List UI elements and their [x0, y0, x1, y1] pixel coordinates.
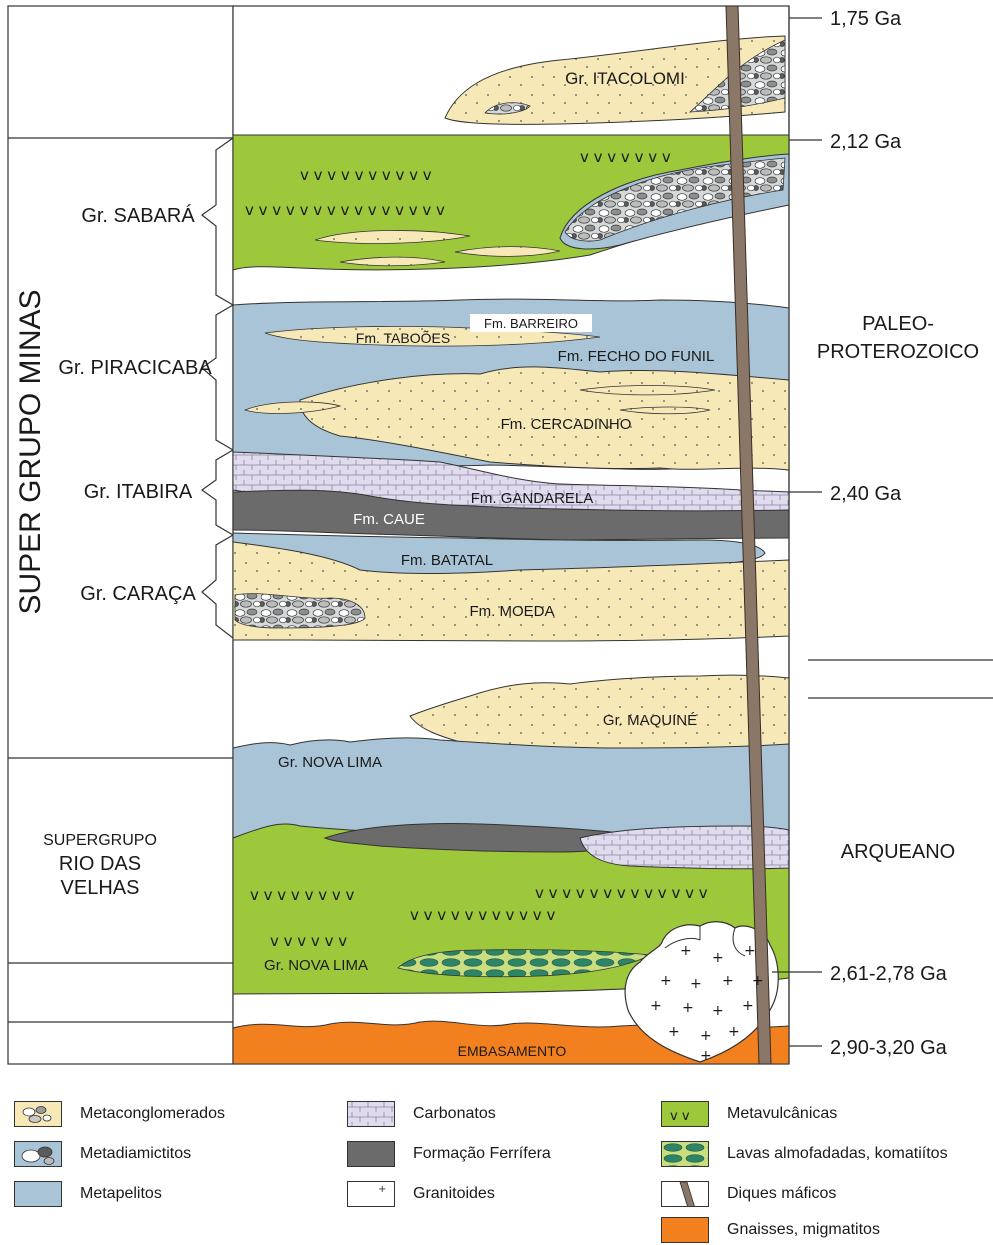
svg-text:v v: v v [670, 1109, 690, 1124]
svg-text:+: + [650, 998, 662, 1014]
svg-text:+: + [744, 943, 756, 959]
svg-text:+: + [700, 1028, 712, 1044]
legend-item-lavas: Lavas almofadadas, komatiítos [661, 1139, 948, 1169]
label-caue: Fm. CAUE [353, 511, 425, 528]
metapelite-swatch-icon [14, 1181, 62, 1207]
legend-label-lavas: Lavas almofadadas, komatiítos [727, 1145, 948, 1163]
legend-label-metadiamictitos: Metadiamictitos [80, 1145, 191, 1163]
label-nova-lima-upper: Gr. NOVA LIMA [278, 754, 382, 771]
legend-label-gnaisses: Gnaisses, migmatitos [727, 1221, 880, 1239]
svg-text:v v v v v v v v v v v v v: v v v v v v v v v v v v v [535, 884, 708, 902]
svg-text:+: + [378, 1184, 386, 1195]
group-sabara-label: Gr. SABARÁ [81, 204, 195, 227]
legend-label-diques: Diques máficos [727, 1185, 836, 1203]
group-itabira-label: Gr. ITABIRA [84, 481, 193, 503]
label-fecho-do-funil: Fm. FECHO DO FUNIL [558, 348, 715, 365]
label-barreiro: Fm. BARREIRO [484, 316, 578, 331]
label-maquine: Gr. MAQUINÉ [603, 712, 697, 729]
era-paleo-line2: PROTEROZOICO [817, 341, 979, 363]
legend-item-granitoides: + Granitoides [347, 1179, 495, 1209]
nova-lima-metapelites [233, 738, 789, 838]
svg-text:v v v v v v v v v v: v v v v v v v v v v [300, 166, 432, 184]
conglomerate-swatch-icon [14, 1101, 62, 1127]
supergroup-minas-label: SUPER GRUPO MINAS [14, 289, 47, 614]
label-taboes: Fm. TABOÕES [356, 330, 450, 346]
group-caraca-label: Gr. CARAÇA [80, 583, 196, 605]
svg-text:+: + [690, 976, 702, 992]
gneiss-swatch-icon [661, 1217, 709, 1243]
era-paleo-line1: PALEO- [862, 313, 934, 335]
diamictite-swatch-icon [14, 1141, 62, 1167]
legend-item-gnaisses: Gnaisses, migmatitos [661, 1215, 880, 1245]
svg-text:+: + [752, 973, 764, 989]
svg-text:+: + [668, 1024, 680, 1040]
svg-text:v v v v v v v v v v v v v v v: v v v v v v v v v v v v v v v [245, 201, 445, 219]
legend-item-metapelitos: Metapelitos [14, 1179, 162, 1209]
label-cercadinho: Fm. CERCADINHO [501, 416, 632, 433]
age-2-40: 2,40 Ga [830, 483, 902, 505]
metavolcanic-swatch-icon: v v [661, 1101, 709, 1127]
svg-text:v v v v v v: v v v v v v [270, 932, 347, 950]
svg-text:+: + [682, 1000, 694, 1016]
legend-label-metavulcanicas: Metavulcânicas [727, 1105, 837, 1123]
label-itacolomi: Gr. ITACOLOMI [565, 69, 685, 88]
stratigraphic-column-diagram: SUPER GRUPO MINAS Gr. SABARÁ Gr. PIRACIC… [0, 0, 993, 1075]
legend-item-metaconglomerados: Metaconglomerados [14, 1099, 225, 1129]
svg-text:v v v v v v v v v v v: v v v v v v v v v v v [410, 906, 555, 924]
rio-das-velhas-line2: RIO DAS [59, 853, 141, 875]
label-gandarela: Fm. GANDARELA [471, 490, 594, 507]
legend-item-formacao-ferrifera: Formação Ferrífera [347, 1139, 551, 1169]
age-1-75: 1,75 Ga [830, 8, 902, 30]
age-2-90-3-20: 2,90-3,20 Ga [830, 1037, 948, 1059]
label-nova-lima-lower: Gr. NOVA LIMA [264, 957, 368, 974]
svg-text:+: + [728, 1024, 740, 1040]
iron-formation-swatch-icon [347, 1141, 395, 1167]
legend-label-carbonatos: Carbonatos [413, 1105, 496, 1123]
legend-label-metaconglomerados: Metaconglomerados [80, 1105, 225, 1123]
age-2-12: 2,12 Ga [830, 131, 902, 153]
rio-das-velhas-line3: VELHAS [61, 877, 140, 899]
label-moeda: Fm. MOEDA [470, 603, 555, 620]
legend-item-diques: Diques máficos [661, 1179, 836, 1209]
carbonate-swatch-icon [347, 1101, 395, 1127]
svg-text:+: + [660, 973, 672, 989]
svg-text:v v v v v v v v: v v v v v v v v [250, 886, 355, 904]
era-arqueano: ARQUEANO [841, 841, 955, 863]
right-column [772, 6, 993, 1064]
granitoid-swatch-icon: + [347, 1181, 395, 1207]
svg-text:+: + [712, 1003, 724, 1019]
legend: Metaconglomerados Metadiamictitos Metape… [0, 1085, 993, 1245]
dike-swatch-icon [661, 1181, 709, 1207]
legend-item-carbonatos: Carbonatos [347, 1099, 496, 1129]
svg-text:+: + [742, 998, 754, 1014]
label-embasamento: EMBASAMENTO [458, 1043, 567, 1059]
svg-text:v v v v v v v: v v v v v v v [580, 148, 671, 166]
group-piracicaba-label: Gr. PIRACICABA [58, 357, 212, 379]
svg-text:+: + [722, 973, 734, 989]
legend-label-granitoides: Granitoides [413, 1185, 495, 1203]
age-2-61-2-78: 2,61-2,78 Ga [830, 963, 948, 985]
pillow-lava-swatch-icon [661, 1141, 709, 1167]
svg-text:+: + [700, 1048, 712, 1064]
svg-text:+: + [712, 950, 724, 966]
legend-label-metapelitos: Metapelitos [80, 1185, 162, 1203]
legend-item-metavulcanicas: v v Metavulcânicas [661, 1099, 837, 1129]
svg-text:+: + [680, 943, 692, 959]
rio-das-velhas-line1: SUPERGRUPO [43, 832, 157, 849]
legend-label-formacao-ferrifera: Formação Ferrífera [413, 1145, 551, 1163]
label-batatal: Fm. BATATAL [401, 552, 493, 569]
legend-item-metadiamictitos: Metadiamictitos [14, 1139, 191, 1169]
